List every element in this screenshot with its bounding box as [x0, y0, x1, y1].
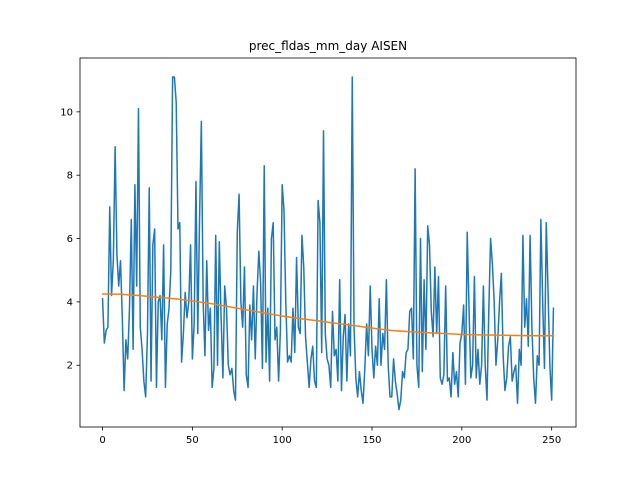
x-tick-label: 200 — [452, 435, 471, 446]
y-tick-label: 4 — [67, 297, 73, 308]
y-tick-label: 2 — [67, 361, 73, 372]
data-line — [101, 293, 555, 337]
y-tick-label: 6 — [67, 234, 73, 245]
y-tick-label: 10 — [60, 107, 73, 118]
x-tick-label: 50 — [186, 435, 199, 446]
y-tick-label: 8 — [67, 171, 73, 182]
data-line — [101, 76, 555, 411]
x-tick-label: 250 — [542, 435, 561, 446]
plot-frame — [79, 57, 577, 428]
x-tick-label: 150 — [362, 435, 381, 446]
x-tick-label: 0 — [99, 435, 105, 446]
chart-title: prec_fldas_mm_day AISEN — [249, 39, 407, 53]
x-tick-label: 100 — [273, 435, 292, 446]
